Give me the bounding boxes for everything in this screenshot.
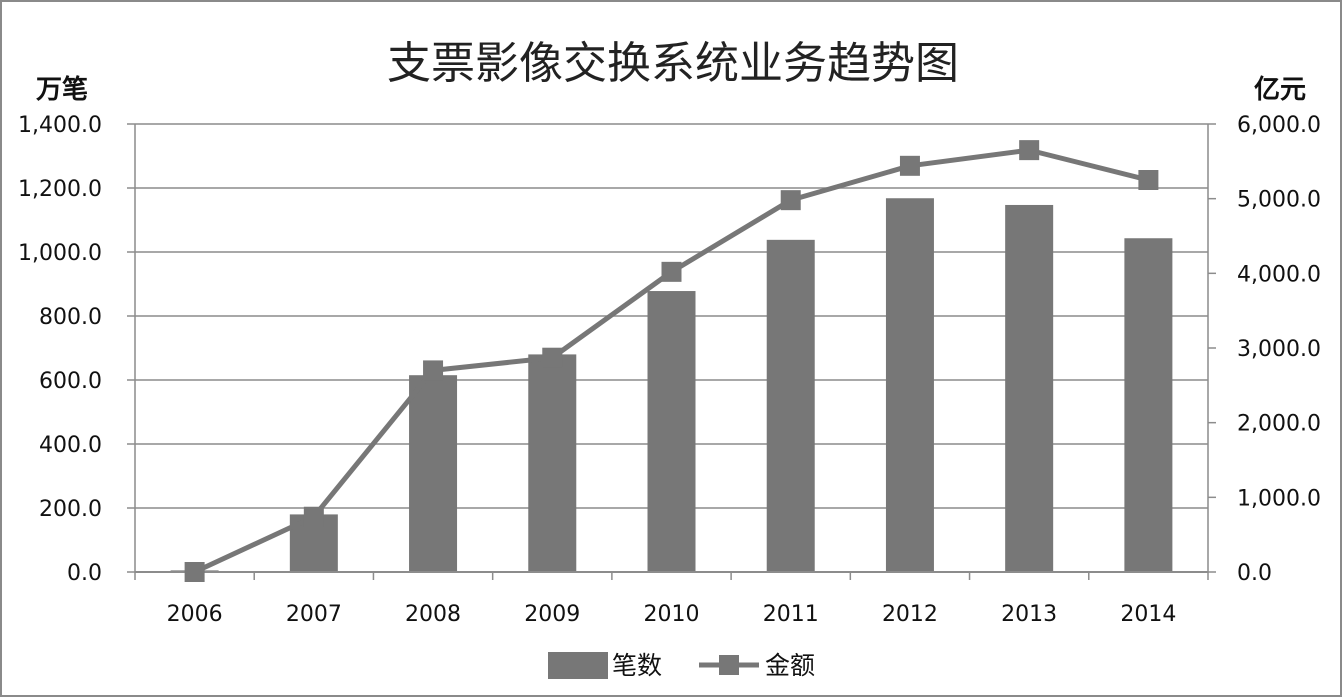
line-series [184,140,1159,582]
x-tick-label-2010: 2010 [644,602,700,627]
x-tick-label-2007: 2007 [286,602,342,627]
bar-2008 [409,375,458,572]
legend-swatch-bar [548,652,608,679]
left-tick-label: 400.0 [39,433,102,458]
x-tick-label-2011: 2011 [763,602,819,627]
left-tick-label: 1,200.0 [18,177,102,202]
marker-2012 [899,155,920,176]
marker-2014 [1138,170,1159,190]
left-tick-label: 1,400.0 [18,113,102,138]
x-tick-label-2006: 2006 [167,602,223,627]
left-tick-label: 1,000.0 [18,241,102,266]
marker-2011 [780,190,801,211]
bar-2010 [647,291,696,572]
legend: 笔数 金额 [548,651,815,680]
bar-2009 [528,354,577,572]
legend-label-line: 金额 [765,651,815,680]
left-tick-label: 800.0 [39,305,102,330]
right-axis-unit: 亿元 [1254,75,1306,105]
bar-2012 [885,198,934,573]
legend-swatch-marker [719,655,739,675]
x-tick-label-2012: 2012 [882,602,938,627]
bar-series [170,198,1173,573]
left-tick-label: 600.0 [39,369,102,394]
tick-labels: 1,400.0 1,200.0 1,000.0 800.0 600.0 400.0 200.… [18,113,1321,627]
x-tick-label-2009: 2009 [524,602,580,627]
x-tick-label-2013: 2013 [1001,602,1057,627]
chart-title: 支票影像交换系统业务趋势图 [387,38,959,89]
left-axis-unit: 万笔 [36,74,88,105]
marker-2013 [1019,140,1040,161]
right-tick-label: 2,000.0 [1237,412,1321,437]
left-tick-label: 200.0 [39,497,102,522]
right-tick-label: 5,000.0 [1237,188,1321,213]
marker-2007 [303,506,324,527]
marker-2008 [423,360,444,381]
right-tick-label: 4,000.0 [1237,262,1321,287]
legend-label-bar: 笔数 [612,651,662,680]
bar-2011 [766,239,815,572]
marker-2010 [661,261,682,282]
bar-2013 [1005,204,1054,572]
right-tick-label: 3,000.0 [1237,337,1321,362]
right-tick-label: 1,000.0 [1237,486,1321,511]
marker-2006 [184,562,205,582]
right-tick-label: 0.0 [1237,561,1272,586]
marker-2009 [542,347,563,368]
axes [127,123,1216,580]
x-tick-label-2008: 2008 [405,602,461,627]
right-tick-label: 6,000.0 [1237,113,1321,138]
x-tick-label-2014: 2014 [1120,602,1176,627]
bar-2014 [1124,238,1173,573]
left-tick-label: 0.0 [67,561,102,586]
